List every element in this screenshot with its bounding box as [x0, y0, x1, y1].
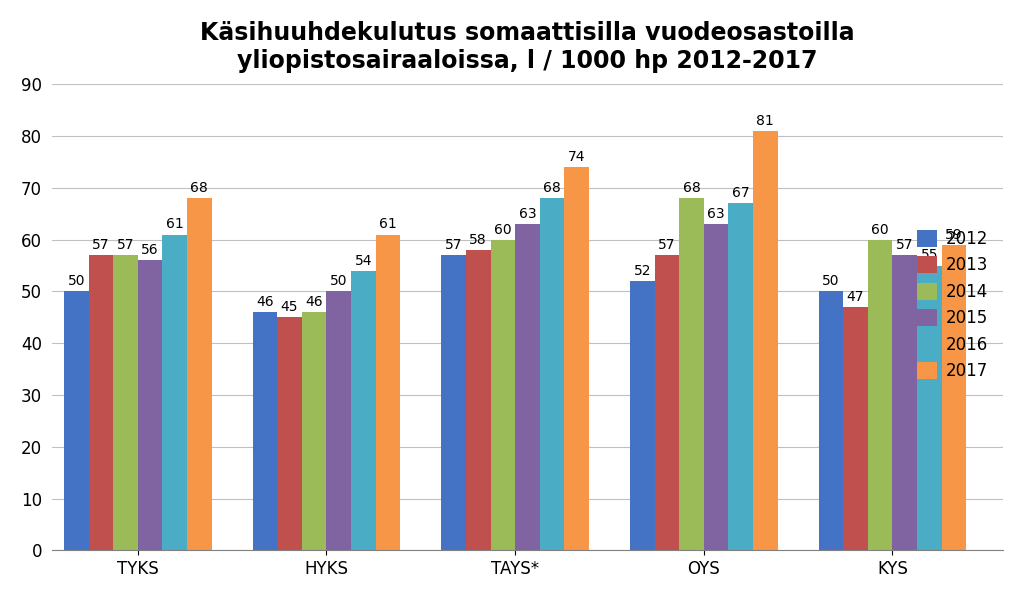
Text: 54: 54: [354, 253, 372, 268]
Text: 50: 50: [822, 274, 840, 288]
Text: 56: 56: [141, 243, 159, 258]
Text: 55: 55: [921, 249, 938, 262]
Text: 60: 60: [871, 223, 889, 237]
Bar: [351, 271, 376, 550]
Text: 45: 45: [281, 300, 298, 314]
Text: 81: 81: [757, 114, 774, 128]
Text: 68: 68: [543, 181, 561, 195]
Text: 61: 61: [166, 217, 183, 231]
Bar: [114, 255, 138, 550]
Bar: [163, 234, 187, 550]
Bar: [703, 224, 728, 550]
Text: 68: 68: [190, 181, 208, 195]
Text: 59: 59: [945, 228, 963, 242]
Text: 60: 60: [494, 223, 512, 237]
Bar: [302, 312, 327, 550]
Bar: [187, 198, 212, 550]
Text: 57: 57: [896, 238, 913, 252]
Bar: [867, 240, 893, 550]
Text: 58: 58: [469, 233, 487, 247]
Bar: [63, 292, 89, 550]
Bar: [138, 261, 163, 550]
Text: 63: 63: [708, 207, 725, 221]
Text: 52: 52: [634, 264, 651, 278]
Text: 61: 61: [379, 217, 397, 231]
Text: 74: 74: [568, 150, 586, 164]
Title: Käsihuuhdekulutus somaattisilla vuodeosastoilla
yliopistosairaaloissa, l / 1000 : Käsihuuhdekulutus somaattisilla vuodeosa…: [200, 21, 855, 72]
Bar: [942, 245, 967, 550]
Bar: [376, 234, 400, 550]
Bar: [654, 255, 679, 550]
Bar: [253, 312, 278, 550]
Text: 46: 46: [305, 295, 323, 309]
Bar: [818, 292, 843, 550]
Text: 57: 57: [658, 238, 676, 252]
Bar: [540, 198, 564, 550]
Text: 50: 50: [68, 274, 85, 288]
Text: 57: 57: [117, 238, 134, 252]
Bar: [893, 255, 918, 550]
Bar: [490, 240, 515, 550]
Text: 47: 47: [847, 290, 864, 304]
Text: 46: 46: [256, 295, 273, 309]
Text: 57: 57: [444, 238, 463, 252]
Bar: [441, 255, 466, 550]
Bar: [679, 198, 703, 550]
Bar: [278, 317, 302, 550]
Text: 63: 63: [518, 207, 537, 221]
Bar: [728, 204, 753, 550]
Bar: [753, 131, 777, 550]
Legend: 2012, 2013, 2014, 2015, 2016, 2017: 2012, 2013, 2014, 2015, 2016, 2017: [910, 223, 995, 387]
Bar: [630, 281, 654, 550]
Bar: [564, 167, 589, 550]
Text: 67: 67: [732, 186, 750, 200]
Bar: [515, 224, 540, 550]
Bar: [466, 250, 490, 550]
Text: 50: 50: [330, 274, 347, 288]
Bar: [327, 292, 351, 550]
Bar: [89, 255, 114, 550]
Text: 57: 57: [92, 238, 110, 252]
Text: 68: 68: [683, 181, 700, 195]
Bar: [918, 265, 942, 550]
Bar: [843, 307, 867, 550]
